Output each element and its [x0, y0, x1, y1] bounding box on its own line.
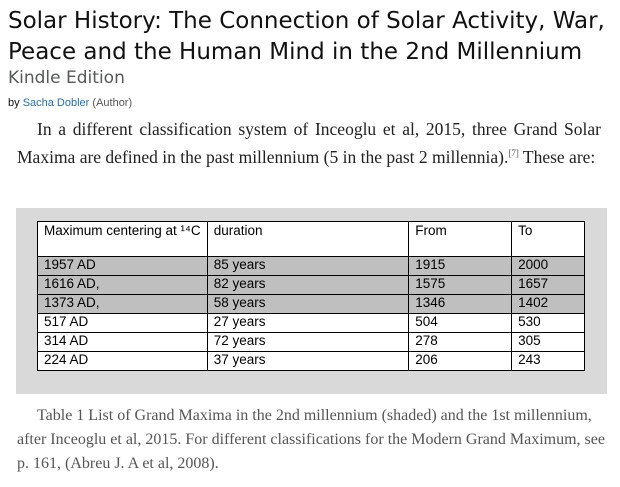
cell-to: 1402: [511, 294, 585, 314]
table-caption: Table 1 List of Grand Maxima in the 2nd …: [17, 404, 607, 476]
cell-duration: 37 years: [206, 351, 410, 371]
cell-from: 1915: [408, 256, 513, 276]
caption-text: Table 1 List of Grand Maxima in the 2nd …: [17, 407, 605, 472]
cell-duration: 27 years: [206, 313, 410, 333]
cell-to: 530: [511, 313, 585, 333]
cell-to: 305: [511, 332, 585, 352]
paragraph-tail: These are:: [518, 146, 596, 167]
by-prefix: by: [8, 97, 23, 109]
author-role: (Author): [89, 97, 133, 109]
edition-label: Kindle Edition: [8, 68, 125, 88]
cell-maximum: 314 AD: [37, 332, 208, 352]
author-link[interactable]: Sacha Dobler: [22, 97, 90, 109]
cell-duration: 72 years: [206, 332, 410, 352]
cell-to: 1657: [511, 275, 585, 295]
cell-from: 206: [408, 351, 513, 371]
cell-from: 1575: [408, 275, 513, 295]
cell-maximum: 1957 AD: [37, 256, 208, 276]
cell-duration: 82 years: [206, 275, 410, 295]
table-row: 517 AD 27 years 504 530: [37, 313, 585, 333]
body-paragraph: In a different classification system of …: [17, 118, 601, 169]
paragraph-text: In a different classification system of …: [17, 119, 601, 167]
table-row: 314 AD 72 years 278 305: [37, 332, 585, 352]
cell-maximum: 1616 AD,: [37, 275, 208, 295]
header-from: From: [408, 221, 513, 257]
table-header-row: Maximum centering at ¹⁴C duration From T…: [37, 221, 585, 257]
header-to: To: [511, 221, 585, 257]
cell-from: 504: [408, 313, 513, 333]
cell-duration: 58 years: [206, 294, 410, 314]
cell-duration: 85 years: [206, 256, 410, 276]
footnote-link[interactable]: [7]: [508, 147, 519, 158]
header-duration: duration: [206, 221, 410, 257]
header-maximum: Maximum centering at ¹⁴C: [37, 221, 208, 257]
cell-maximum: 224 AD: [37, 351, 208, 371]
cell-maximum: 1373 AD,: [37, 294, 208, 314]
table-body: 1957 AD 85 years 1915 2000 1616 AD, 82 years 1…: [37, 256, 585, 371]
cell-maximum: 517 AD: [37, 313, 208, 333]
grand-maxima-table: Maximum centering at ¹⁴C duration From T…: [37, 221, 585, 371]
cell-to: 243: [511, 351, 585, 371]
table-row: 1957 AD 85 years 1915 2000: [37, 256, 585, 276]
byline: by Sacha Dobler (Author): [8, 97, 132, 109]
cell-to: 2000: [511, 256, 585, 276]
table-row: 224 AD 37 years 206 243: [37, 351, 585, 371]
book-title[interactable]: Solar History: The Connection of Solar A…: [8, 8, 605, 65]
table-row: 1616 AD, 82 years 1575 1657: [37, 275, 585, 295]
cell-from: 278: [408, 332, 513, 352]
cell-from: 1346: [408, 294, 513, 314]
table-row: 1373 AD, 58 years 1346 1402: [37, 294, 585, 314]
